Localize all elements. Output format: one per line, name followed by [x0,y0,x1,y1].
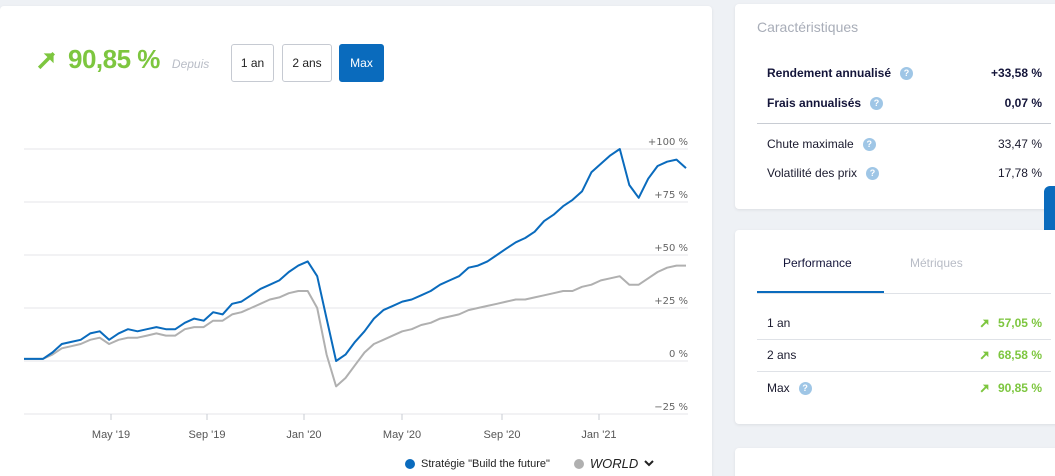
strategy-dot-icon [405,458,415,469]
legend-strategy-label: Stratégie "Build the future" [421,457,550,470]
y-tick-label: +75 % [654,190,688,201]
range-2-years-button[interactable]: 2 ans [282,44,332,82]
help-icon[interactable]: ? [862,137,876,151]
perf-row-2-years: 2 ans 68,58 % [767,348,1042,362]
perf-value: 68,58 % [997,348,1042,362]
stat-value: 0,07 % [1004,96,1042,110]
perf-label: Max [767,381,790,395]
stat-value: 33,47 % [997,137,1042,151]
stat-row-annual-fees: Frais annualisés? 0,07 % [767,96,1042,110]
chart-legend: Stratégie "Build the future" WORLD [405,456,678,471]
x-tick-label: May '20 [383,429,421,441]
stat-label: Frais annualisés [767,96,862,110]
secondary-card [735,448,1055,476]
arrow-up-right-icon [980,384,989,392]
y-tick-label: +50 % [654,243,688,254]
benchmark-selector[interactable]: WORLD [573,456,654,471]
gain-value: 90,85 % [68,44,160,74]
stat-row-max-drawdown: Chute maximale? 33,47 % [767,137,1042,151]
stat-value: 17,78 % [997,166,1042,180]
help-icon[interactable]: ? [900,66,914,80]
stat-row-annual-return: Rendement annualisé? +33,58 % [767,66,1042,80]
divider [757,371,1051,372]
y-tick-label: +100 % [648,137,688,148]
range-max-button[interactable]: Max [339,44,384,82]
help-icon[interactable]: ? [798,381,812,395]
stat-value: +33,58 % [990,66,1042,80]
tab-metrics[interactable]: Métriques [910,256,963,270]
characteristics-title: Caractéristiques [757,19,859,35]
gain-summary: 90,85 % Depuis [36,44,209,75]
y-tick-label: +25 % [654,296,688,307]
series-line-world [24,264,686,388]
y-tick-label: −25 % [654,402,688,413]
y-tick-label: 0 % [669,349,688,360]
arrow-up-right-icon [980,351,989,359]
perf-row-max: Max? 90,85 % [767,381,1042,395]
x-tick-label: Jan '21 [581,429,616,441]
series-line-strategy [24,148,687,362]
active-tab-indicator [757,291,884,293]
x-tick-label: Jan '20 [286,429,321,441]
chevron-down-icon [644,458,654,470]
help-icon[interactable]: ? [870,96,884,110]
x-tick-label: Sep '20 [484,429,521,441]
divider [757,123,1051,124]
x-tick-label: Sep '19 [189,429,226,441]
performance-chart-card: 90,85 % Depuis 1 an 2 ans Max +100 % +75 … [0,6,712,476]
perf-value: 90,85 % [997,381,1042,395]
stat-label: Chute maximale [767,137,854,151]
arrow-up-right-icon [980,319,989,327]
performance-card: Performance Métriques 1 an 57,05 % 2 ans… [735,230,1055,424]
benchmark-dot-icon [573,458,584,469]
performance-tabs: Performance Métriques [757,254,1051,294]
range-1-year-button[interactable]: 1 an [231,44,274,82]
tab-performance[interactable]: Performance [783,256,852,270]
x-tick-label: May '19 [92,429,130,441]
divider [757,339,1051,340]
arrow-up-right-icon [37,51,55,69]
stat-label: Volatilité des prix [767,166,858,180]
help-icon[interactable]: ? [866,166,880,180]
perf-value: 57,05 % [997,316,1042,330]
divider [757,293,1051,294]
stat-label: Rendement annualisé [767,66,892,80]
characteristics-card: Caractéristiques Rendement annualisé? +3… [735,4,1055,209]
legend-item-strategy[interactable]: Stratégie "Build the future" [405,458,550,470]
line-chart: +100 % +75 % +50 % +25 % 0 % −25 % May '19 Sep… [24,137,688,441]
stat-row-volatility: Volatilité des prix? 17,78 % [767,166,1042,180]
perf-label: 2 ans [767,348,797,362]
perf-label: 1 an [767,316,791,330]
legend-world-label: WORLD [589,456,639,471]
since-label: Depuis [171,56,210,71]
perf-row-1-year: 1 an 57,05 % [767,316,1042,330]
